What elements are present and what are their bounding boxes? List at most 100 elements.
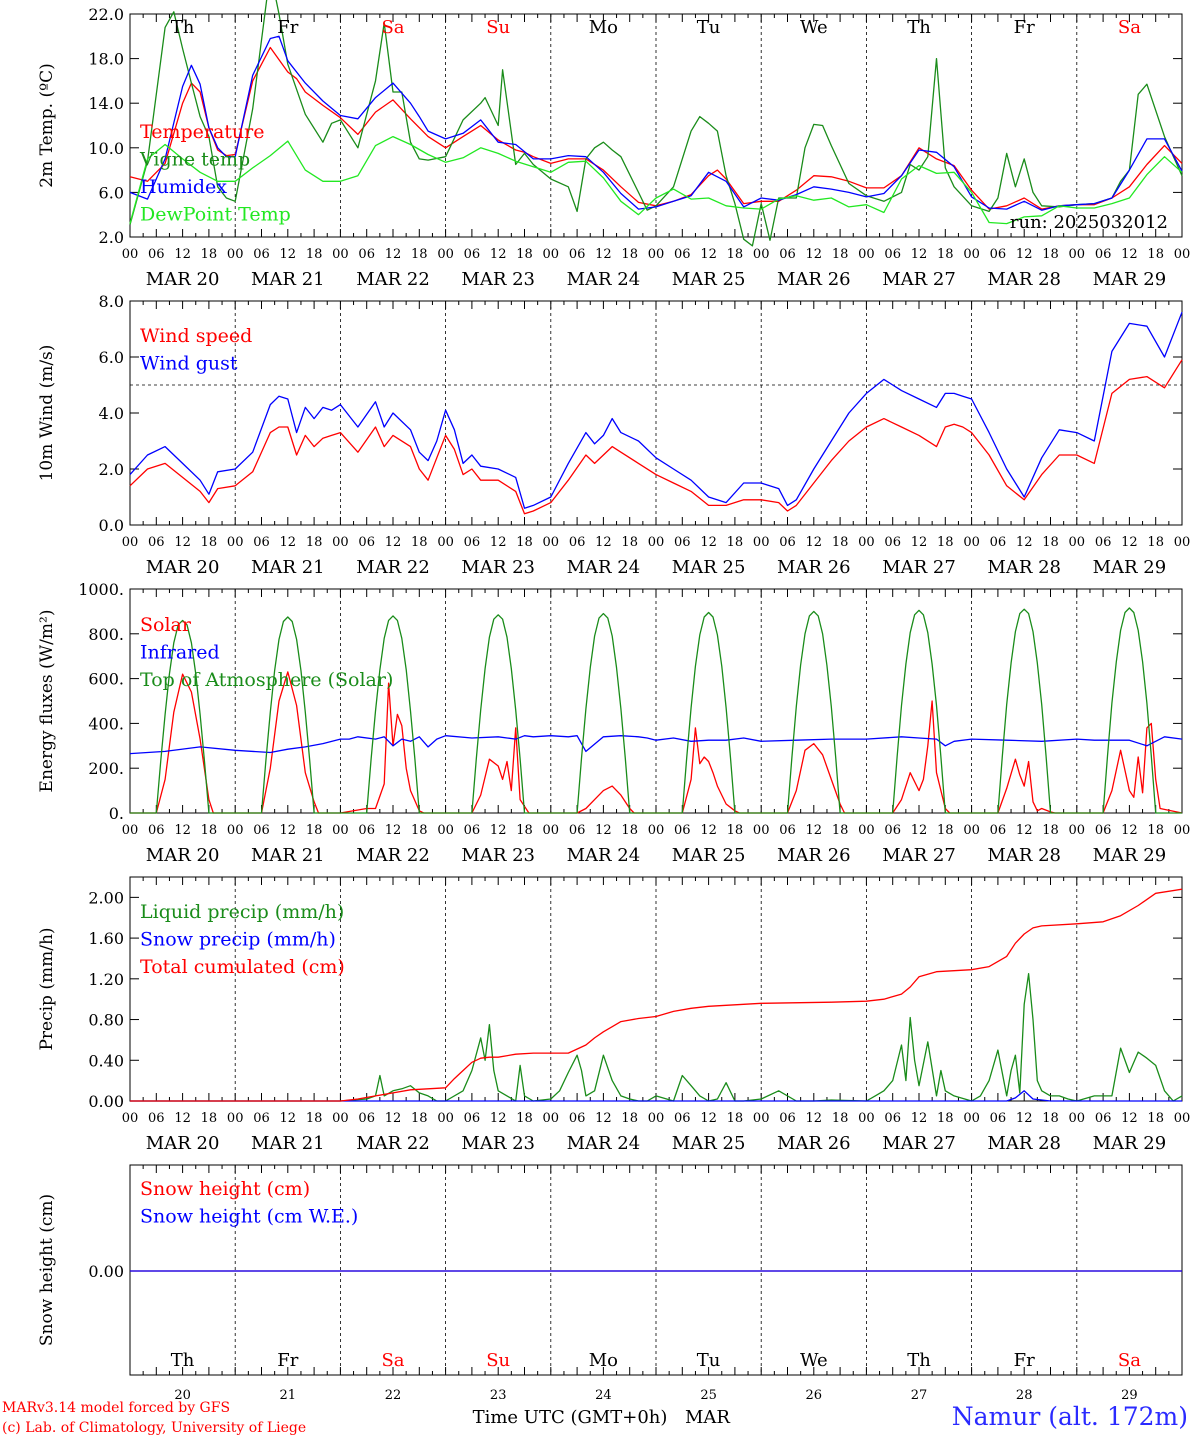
precip-y-tick-label: 0.00 <box>88 1092 124 1111</box>
day-number-label: 24 <box>595 1388 612 1403</box>
energy-hour-label: 00 <box>753 823 770 838</box>
energy-date-label: MAR 24 <box>567 845 641 866</box>
energy-date-label: MAR 29 <box>1093 845 1167 866</box>
wind-hour-label: 00 <box>858 535 875 550</box>
energy-y-axis-label: Energy fluxes (W/m²) <box>37 610 57 793</box>
precip-series-line-1 <box>130 1090 1182 1102</box>
temperature-hour-label: 06 <box>358 247 375 262</box>
day-name-label: Th <box>907 17 931 38</box>
day-number-label: 22 <box>385 1388 402 1403</box>
wind-y-axis-label: 10m Wind (m/s) <box>37 345 57 482</box>
precip-legend-entry: Snow precip (mm/h) <box>140 929 336 951</box>
precip-hour-label: 18 <box>1042 1111 1059 1126</box>
wind-hour-label: 00 <box>227 535 244 550</box>
precip-hour-label: 18 <box>1147 1111 1164 1126</box>
temperature-hour-label: 12 <box>806 247 823 262</box>
day-name-label: Th <box>171 17 195 38</box>
wind-hour-label: 06 <box>253 535 270 550</box>
wind-date-label: MAR 25 <box>672 557 746 578</box>
precip-date-label: MAR 20 <box>146 1133 220 1154</box>
precip-hour-label: 00 <box>1174 1111 1191 1126</box>
lab-credit-line: (c) Lab. of Climatology, University of L… <box>2 1420 307 1436</box>
energy-hour-label: 00 <box>122 823 139 838</box>
day-number-label: 27 <box>911 1388 928 1403</box>
wind-hour-label: 12 <box>595 535 612 550</box>
precip-hour-label: 18 <box>306 1111 323 1126</box>
precip-date-label: MAR 21 <box>251 1133 325 1154</box>
temperature-hour-label: 06 <box>464 247 481 262</box>
energy-hour-label: 12 <box>280 823 297 838</box>
wind-date-label: MAR 29 <box>1093 557 1167 578</box>
day-name-label: Mo <box>589 17 618 38</box>
wind-hour-label: 12 <box>280 535 297 550</box>
wind-hour-label: 18 <box>832 535 849 550</box>
temperature-hour-label: 18 <box>937 247 954 262</box>
energy-hour-label: 18 <box>306 823 323 838</box>
energy-hour-label: 12 <box>1121 823 1138 838</box>
energy-hour-label: 18 <box>621 823 638 838</box>
precip-hour-label: 12 <box>385 1111 402 1126</box>
energy-hour-label: 00 <box>963 823 980 838</box>
energy-date-label: MAR 23 <box>461 845 535 866</box>
temperature-legend-entry: Vigne temp <box>139 149 250 171</box>
day-number-label: 21 <box>280 1388 297 1403</box>
energy-hour-label: 12 <box>806 823 823 838</box>
energy-date-label: MAR 22 <box>356 845 430 866</box>
wind-hour-label: 18 <box>1147 535 1164 550</box>
temperature-hour-label: 18 <box>832 247 849 262</box>
wind-hour-label: 06 <box>358 535 375 550</box>
wind-hour-label: 06 <box>884 535 901 550</box>
day-name-label: We <box>800 17 828 38</box>
temperature-date-label: MAR 25 <box>672 269 746 290</box>
temperature-hour-label: 12 <box>490 247 507 262</box>
energy-date-label: MAR 20 <box>146 845 220 866</box>
energy-hour-label: 06 <box>464 823 481 838</box>
month-label: MAR <box>685 1407 730 1428</box>
wind-hour-label: 12 <box>806 535 823 550</box>
precip-hour-label: 12 <box>911 1111 928 1126</box>
temperature-hour-label: 12 <box>700 247 717 262</box>
temperature-legend-entry: Humidex <box>140 176 227 198</box>
energy-hour-label: 18 <box>516 823 533 838</box>
precip-hour-label: 06 <box>884 1111 901 1126</box>
energy-y-tick-label: 800. <box>88 625 124 644</box>
energy-hour-label: 12 <box>174 823 191 838</box>
wind-date-label: MAR 27 <box>882 557 956 578</box>
precip-hour-label: 06 <box>358 1111 375 1126</box>
wind-legend-entry: Wind speed <box>140 325 252 347</box>
precip-date-label: MAR 23 <box>461 1133 535 1154</box>
energy-hour-label: 12 <box>700 823 717 838</box>
energy-hour-label: 18 <box>727 823 744 838</box>
temperature-hour-label: 18 <box>1042 247 1059 262</box>
wind-hour-label: 06 <box>779 535 796 550</box>
day-name-label: Su <box>486 17 510 38</box>
energy-legend-entry: Top of Atmosphere (Solar) <box>140 669 393 691</box>
temperature-y-tick-label: 22.0 <box>88 5 124 24</box>
precip-hour-label: 12 <box>700 1111 717 1126</box>
wind-hour-label: 00 <box>963 535 980 550</box>
precip-y-tick-label: 0.80 <box>88 1011 124 1030</box>
temperature-hour-label: 00 <box>1174 247 1191 262</box>
temperature-date-label: MAR 20 <box>146 269 220 290</box>
wind-hour-label: 18 <box>937 535 954 550</box>
day-name-label: Tu <box>697 17 721 38</box>
energy-hour-label: 12 <box>595 823 612 838</box>
energy-hour-label: 12 <box>385 823 402 838</box>
wind-legend-entry: Wind gust <box>140 353 238 375</box>
temperature-date-label: MAR 27 <box>882 269 956 290</box>
energy-hour-label: 00 <box>332 823 349 838</box>
energy-date-label: MAR 27 <box>882 845 956 866</box>
precip-hour-label: 06 <box>464 1111 481 1126</box>
temperature-legend-entry: DewPoint Temp <box>140 204 291 226</box>
temperature-hour-label: 00 <box>648 247 665 262</box>
wind-hour-label: 18 <box>727 535 744 550</box>
precip-date-label: MAR 29 <box>1093 1133 1167 1154</box>
precip-legend-entry: Liquid precip (mm/h) <box>140 901 344 923</box>
wind-hour-label: 18 <box>201 535 218 550</box>
temperature-hour-label: 12 <box>280 247 297 262</box>
energy-date-label: MAR 21 <box>251 845 325 866</box>
wind-hour-label: 18 <box>516 535 533 550</box>
wind-date-label: MAR 26 <box>777 557 851 578</box>
wind-hour-label: 18 <box>411 535 428 550</box>
wind-hour-label: 12 <box>1121 535 1138 550</box>
